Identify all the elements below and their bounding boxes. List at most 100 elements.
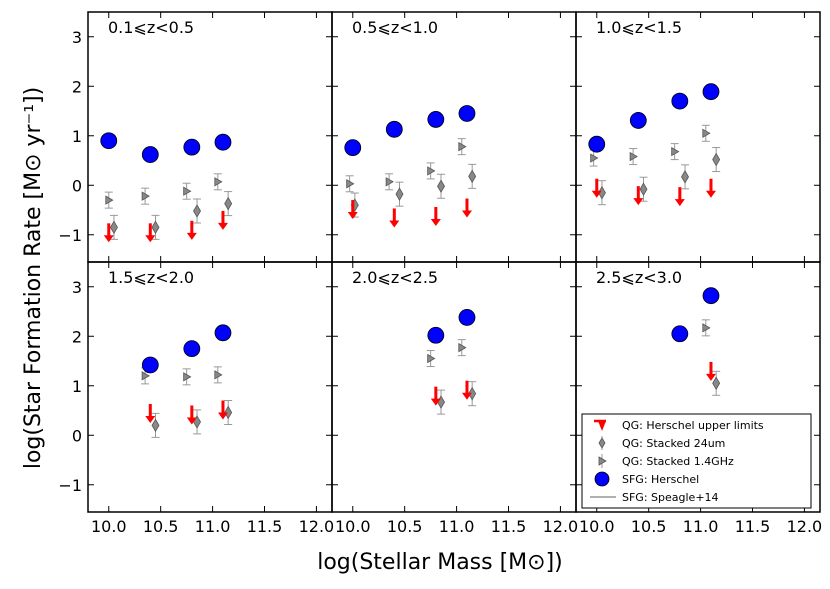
qg-24um-point [193,409,202,435]
y-tick-label: 1 [72,377,82,396]
legend-box [581,413,812,509]
qg-upper-limit [145,403,156,423]
sfg-herschel-point [344,139,362,157]
qg-radio-point [457,138,467,156]
legend: QG: Herschel upper limits QG: Stacked 24u… [581,413,812,509]
triangle-marker [183,372,192,382]
qg-radio-point [629,148,638,166]
arrow-head [461,210,472,218]
x-tick-label: 11.5 [247,517,283,536]
sfg-herschel-point [458,105,476,122]
diamond-marker [597,185,606,200]
qg-24um-point [468,163,477,189]
x-tick-label: 12.0 [543,517,579,536]
qg-radio-point [141,187,150,205]
plot-area [588,83,721,207]
arrow-head [389,220,400,228]
plot-area [344,105,477,228]
legend-circle [594,471,610,487]
ms-band [88,0,332,16]
panel-frame [575,261,821,513]
qg-24um-point [712,370,721,396]
x-axis-label: log(Stellar Mass [M⊙]) [317,550,563,575]
qg-radio-point [345,175,355,193]
qg-upper-limit [430,206,441,226]
qg-upper-limit [705,178,716,198]
x-tick-label: 10.0 [579,517,615,536]
x-tick-label: 10.5 [631,517,667,536]
arrow-head [591,190,602,198]
qg-radio-point [457,339,467,357]
x-tick-label: 11.0 [195,517,231,536]
qg-radio-point [701,319,711,337]
qg-radio-point [670,143,680,161]
ms-band [88,0,332,2]
qg-radio-point [182,182,192,200]
diamond-marker [109,220,118,235]
triangle-marker [183,186,192,196]
qg-radio-point [426,350,436,368]
qg-radio-point [385,173,394,191]
triangle-marker [141,191,150,201]
triangle-marker [458,141,467,152]
x-tick-label: 11.0 [683,517,719,536]
qg-24um-point [639,176,648,202]
arrow-head [705,373,716,381]
sfg-herschel-point [671,325,689,343]
qg-24um-point [468,381,477,407]
legend-entry-qg_24um: QG: Stacked 24um [598,436,725,450]
x-tick-label: 12.0 [787,517,823,536]
arrow-head [430,218,441,226]
legend-label: QG: Stacked 1.4GHz [622,455,734,468]
diamond-marker [639,182,648,197]
sfg-herschel-point [141,146,159,163]
triangle-marker [629,151,638,162]
diamond-marker [437,179,445,194]
x-tick-label: 10.5 [143,517,179,536]
triangle-marker [214,370,223,380]
qg-upper-limit [461,380,472,400]
panel-title: 2.5⩽z<3.0 [596,268,682,287]
sfg-herschel-point [385,120,403,138]
panel-6: 10.0 10.5 11.0 11.5 12.0 2.5⩽z<3.0 [575,261,823,536]
plot-area [100,132,233,243]
legend-entry-sfg_speagle: SFG: Speagle+14 [590,491,719,504]
diamond-marker [712,376,721,391]
legend-label: SFG: Speagle+14 [622,491,719,504]
qg-upper-limit [103,223,114,243]
x-tick-label: 10.5 [387,517,423,536]
panel-5: 10.0 10.5 11.0 11.5 12.0 2.0⩽z<2.5 [331,261,579,536]
triangle-marker [105,195,114,205]
panel-title: 1.5⩽z<2.0 [108,268,194,287]
sfg-herschel-point [183,138,201,156]
panel-frame [331,11,577,263]
sfg-herschel-point [588,135,606,153]
qg-24um-point [224,191,233,217]
qg-upper-limit [430,386,441,406]
qg-24um-point [151,412,160,438]
x-tick-label: 10.0 [335,517,371,536]
y-tick-label: 0 [72,426,82,445]
sfg-herschel-point [458,309,476,326]
y-axis-label: log(Star Formation Rate [M⊙ yr⁻¹]) [21,87,46,469]
sfg-herschel-point [427,326,445,344]
y-tick-label: 1 [72,127,82,146]
legend-triangle [598,456,607,466]
sfg-herschel-point [427,111,445,128]
panel-2: 0.5⩽z<1.0 [331,11,577,263]
sfg-herschel-point [214,324,232,342]
x-tick-label: 11.5 [491,517,527,536]
panel-frame [87,11,333,263]
diamond-marker [395,187,404,201]
qg-radio-point [213,366,223,384]
triangle-marker [427,166,436,176]
arrow-head [145,415,156,423]
qg-upper-limit [674,187,685,207]
diamond-marker [151,220,160,235]
qg-radio-point [426,162,436,180]
qg-24um-point [597,180,606,206]
qg-upper-limit [633,186,644,206]
qg-radio-point [213,173,223,191]
legend-label: SFG: Herschel [622,473,699,486]
qg-upper-limit [217,210,228,230]
